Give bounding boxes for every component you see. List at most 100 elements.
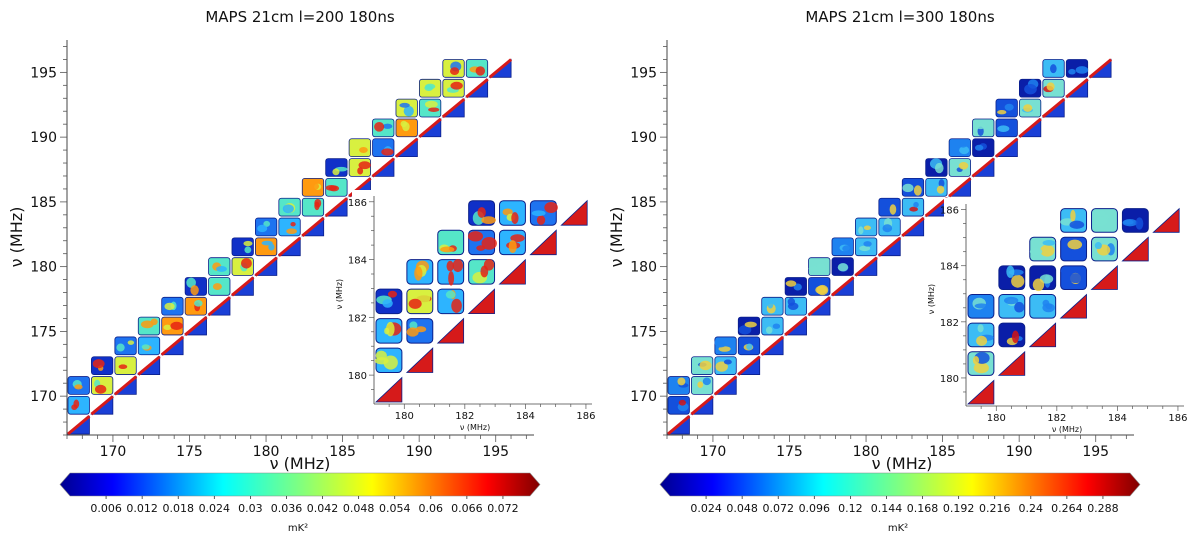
inset-y-tick-label: 186 xyxy=(940,206,959,217)
diagonal-edge xyxy=(395,137,419,158)
block-feature xyxy=(738,325,752,335)
block-feature xyxy=(1050,64,1057,74)
block-feature xyxy=(163,324,172,330)
block-feature xyxy=(94,384,107,394)
inset-feature xyxy=(1040,244,1055,257)
inset-y-tick-label: 186 xyxy=(348,198,367,209)
colorbar-tick-label: 0.168 xyxy=(907,502,939,515)
block-feature xyxy=(718,346,731,352)
inset-feature xyxy=(440,246,455,253)
block-feature xyxy=(450,81,463,90)
diagonal-edge xyxy=(948,177,972,198)
colorbar: 0.006 0.012 0.018 0.024 0.03 0.036 0.042 0.048 0… xyxy=(59,472,541,515)
inset-feature xyxy=(973,362,989,374)
colorbar-tick-label: 0.012 xyxy=(126,502,158,515)
block-feature xyxy=(216,266,227,272)
block-feature xyxy=(909,206,918,212)
x-tick-label: 170 xyxy=(700,444,727,460)
diagonal-edge xyxy=(488,58,513,79)
block-feature xyxy=(677,377,686,386)
block-feature xyxy=(974,144,984,151)
block-feature xyxy=(723,359,732,365)
block-feature xyxy=(399,102,410,108)
inset-x-tick-label: 180 xyxy=(987,413,1006,424)
block-feature xyxy=(959,146,970,155)
block-feature xyxy=(268,243,275,251)
colorbar-tick-label: 0.072 xyxy=(487,502,519,515)
inset-y-tick-label: 184 xyxy=(940,262,959,273)
block-feature xyxy=(400,120,408,128)
inset-y-tick-label: 180 xyxy=(348,371,367,382)
diagonal-edge xyxy=(901,216,925,238)
inset-x-tick-label: 180 xyxy=(395,411,414,422)
block-feature xyxy=(934,162,944,174)
block-feature xyxy=(257,224,268,233)
inset-feature xyxy=(531,210,546,217)
diagonal-edge xyxy=(1018,117,1042,138)
x-tick-label: 190 xyxy=(1006,444,1033,460)
main-axes: 170 175 180 185 190 195 170 175 180 185 190 195 xyxy=(630,40,1134,460)
inset-feature xyxy=(481,216,496,225)
block-feature xyxy=(212,283,222,290)
inset-feature xyxy=(976,335,988,346)
inset-feature xyxy=(1094,216,1108,227)
panel-l300: MAPS 21cm l=300 180ns 170 175 180 185 190 195… xyxy=(607,8,1194,534)
block-feature xyxy=(767,300,774,309)
block-feature xyxy=(765,326,773,334)
inset-diagonal-block xyxy=(1028,322,1057,348)
colorbar-tick-label: 0.066 xyxy=(451,502,483,515)
y-tick-label: 175 xyxy=(30,324,57,340)
colorbar-tick-label: 0.03 xyxy=(238,502,263,515)
inset-feature xyxy=(382,299,393,308)
block-feature xyxy=(1023,104,1033,112)
block-feature xyxy=(714,337,728,348)
off-diagonal-block xyxy=(325,158,348,177)
y-tick-label: 175 xyxy=(630,324,657,340)
diagonal-blocks xyxy=(66,58,513,436)
inset-diagonal-block xyxy=(529,229,557,256)
block-feature xyxy=(772,323,781,329)
colorbar-tick-label: 0.036 xyxy=(271,502,303,515)
inset-feature xyxy=(445,290,456,299)
block-feature xyxy=(1004,103,1014,111)
diagonal-edge xyxy=(854,256,878,277)
block-feature xyxy=(71,404,78,411)
inset-diagonal-block xyxy=(1121,236,1149,262)
block-feature xyxy=(882,224,893,233)
inset-diagonal-block xyxy=(374,376,403,403)
off-diagonal-block xyxy=(231,237,254,257)
inset-feature xyxy=(1122,219,1138,227)
x-tick-label: 195 xyxy=(1082,444,1109,460)
diagonal-edge xyxy=(254,256,278,277)
y-axis-label: ν (MHz) xyxy=(7,207,26,268)
colorbar-gradient xyxy=(659,472,1141,497)
inset-feature xyxy=(1067,239,1083,250)
inset-x-axis-label: ν (MHz) xyxy=(460,423,490,432)
inset-zoom: 180 182 184 186 180 182 184 186 ν (MHz) ν (MHz) xyxy=(927,198,1194,434)
y-tick-label: 185 xyxy=(30,195,57,211)
x-tick-label: 175 xyxy=(176,444,203,460)
inset-diagonal-block xyxy=(405,347,434,373)
block-feature xyxy=(244,246,252,254)
inset-feature xyxy=(1070,209,1076,222)
diagonal-edge xyxy=(737,355,761,376)
y-tick-label: 170 xyxy=(630,389,657,405)
block-feature xyxy=(744,321,757,328)
colorbar-tick-label: 0.24 xyxy=(1019,502,1044,515)
inset-x-tick-label: 186 xyxy=(1168,413,1187,424)
inset-feature xyxy=(1004,296,1019,305)
diagonal-edge xyxy=(713,375,738,396)
diagonal-edge xyxy=(807,296,831,317)
inset-feature xyxy=(1045,303,1053,310)
block-feature xyxy=(475,66,486,76)
colorbar-tick-label: 0.018 xyxy=(162,502,194,515)
y-tick-label: 170 xyxy=(30,389,57,405)
block-feature xyxy=(997,110,1007,115)
inset-feature xyxy=(1042,239,1056,246)
block-feature xyxy=(374,121,385,132)
colorbar-tick-label: 0.042 xyxy=(307,502,339,515)
block-feature xyxy=(282,204,294,214)
block-feature xyxy=(241,258,252,269)
diagonal-blocks xyxy=(666,58,1113,436)
inset-diagonal-block xyxy=(1059,293,1087,319)
